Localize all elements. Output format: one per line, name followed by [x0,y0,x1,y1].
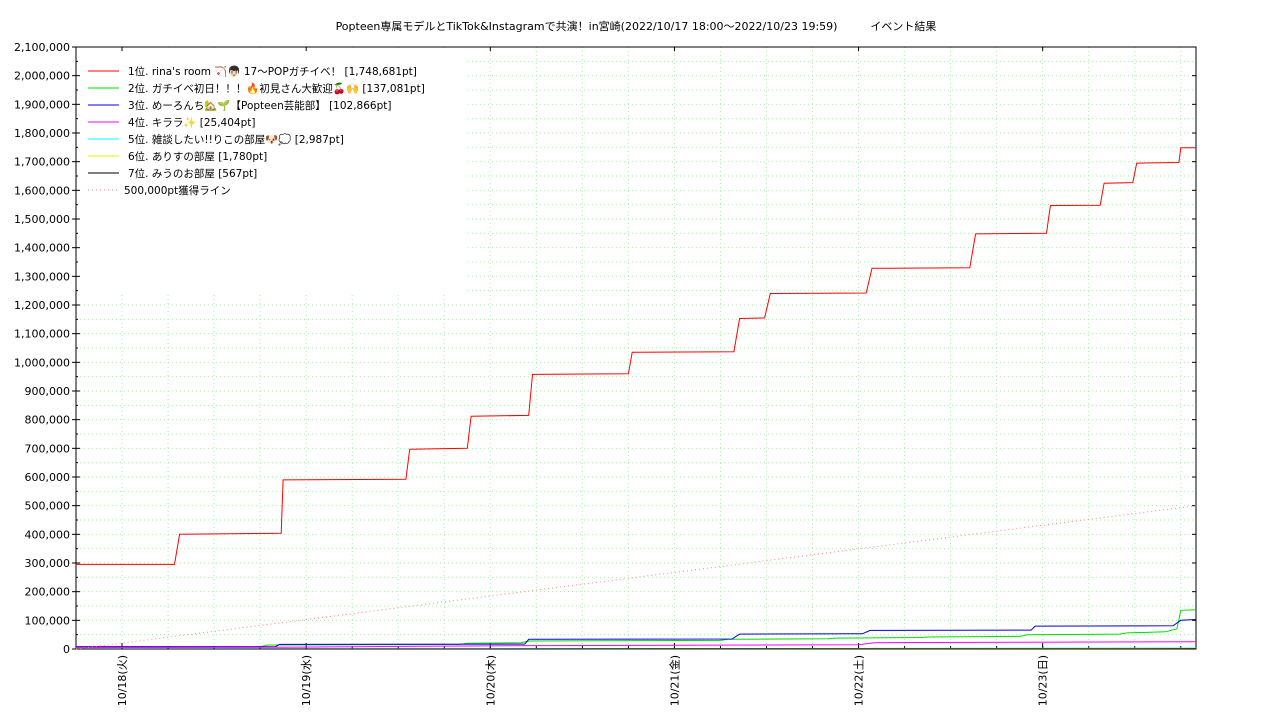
y-tick-label: 900,000 [25,385,71,398]
y-tick-label: 1,300,000 [14,270,70,283]
x-tick-label: 10/19(水) [300,655,313,706]
y-tick-label: 1,600,000 [14,184,70,197]
y-tick-label: 1,800,000 [14,127,70,140]
legend-label-5: 5位. 雑談したい!!りこの部屋🐶💭 [2,987pt] [128,133,344,146]
y-tick-label: 1,400,000 [14,242,70,255]
y-tick-label: 200,000 [25,586,71,599]
y-tick-label: 400,000 [25,528,71,541]
y-tick-label: 1,700,000 [14,156,70,169]
y-tick-label: 1,200,000 [14,299,70,312]
legend-label-8: 500,000pt獲得ライン [124,184,231,197]
y-tick-label: 500,000 [25,500,71,513]
y-tick-label: 0 [63,643,70,656]
y-tick-label: 1,100,000 [14,328,70,341]
y-tick-label: 800,000 [25,414,71,427]
legend-label-4: 4位. キララ✨ [25,404pt] [128,116,255,129]
x-tick-label: 10/21(金) [667,655,681,706]
y-tick-label: 2,000,000 [14,70,70,83]
y-tick-label: 700,000 [25,442,71,455]
y-tick-label: 600,000 [25,471,71,484]
y-tick-label: 2,100,000 [14,41,70,54]
x-tick-label: 10/20(木) [484,655,497,706]
y-tick-label: 300,000 [25,557,71,570]
legend-label-3: 3位. めーろんち🏡🌱【Popteen芸能部】 [102,866pt] [128,99,391,112]
y-tick-label: 1,000,000 [14,356,70,369]
legend-label-6: 6位. ありすの部屋 [1,780pt] [128,150,267,163]
y-tick-label: 1,900,000 [14,98,70,111]
x-tick-label: 10/18(火) [116,655,129,706]
series-line-2 [76,610,1196,647]
x-tick-label: 10/22(土) [853,655,866,706]
x-tick-label: 10/23(日) [1037,655,1050,706]
legend-label-1: 1位. rina's room 🏹👦🏻 17〜POPガチイベ！ [1,748,6… [128,65,417,78]
y-tick-label: 100,000 [25,614,71,627]
legend-label-2: 2位. ガチイベ初日！！！🔥初見さん大歓迎🍒🙌 [137,081pt] [128,82,425,95]
y-tick-label: 1,500,000 [14,213,70,226]
chart-title: Popteen専属モデルとTikTok&Instagramで共演！in宮崎(20… [336,19,937,33]
legend-label-7: 7位. みうのお部屋 [567pt] [128,167,257,180]
